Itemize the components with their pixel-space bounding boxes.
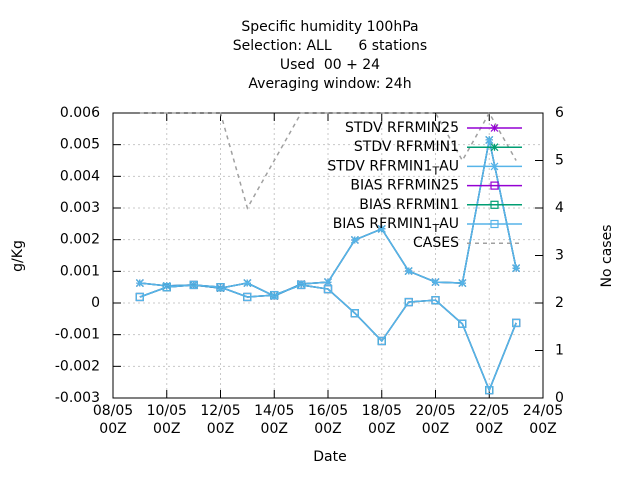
legend-label: BIAS RFRMIN25 <box>350 178 459 194</box>
marker <box>297 280 306 288</box>
x-tick-label: 18/05 00Z <box>361 403 402 437</box>
legend-marker <box>490 219 499 229</box>
marker <box>216 283 225 292</box>
marker <box>404 297 413 307</box>
chart-title: Specific humidity 100hPa <box>241 19 418 35</box>
marker <box>512 264 521 273</box>
marker <box>324 278 332 287</box>
y2-axis-label: No cases <box>599 225 615 288</box>
series-line <box>139 284 517 393</box>
plot-frame <box>112 112 544 399</box>
y-tick-label: -0.002 <box>55 358 100 374</box>
marker <box>512 318 521 328</box>
marker <box>216 284 225 293</box>
marker <box>485 135 494 144</box>
legend-marker <box>490 162 499 171</box>
marker <box>270 290 279 300</box>
marker <box>189 280 198 290</box>
y2-tick-label: 4 <box>555 200 564 216</box>
y-tick-label: -0.003 <box>55 390 100 406</box>
x-tick-label: 12/05 00Z <box>200 403 241 437</box>
y-tick-label: 0.003 <box>60 200 100 216</box>
x-axis-label: Date <box>313 449 346 465</box>
y-tick-label: 0.005 <box>60 137 100 153</box>
y2-tick-label: 3 <box>555 248 564 264</box>
y-tick-label: 0.006 <box>60 105 100 121</box>
marker <box>162 283 171 292</box>
marker <box>377 336 386 346</box>
x-tick-label: 16/05 00Z <box>307 403 349 437</box>
y2-tick-label: 2 <box>555 295 564 311</box>
x-tick-label: 08/05 00Z <box>92 403 134 437</box>
legend-label: STDV RFRMIN1TAU <box>327 158 459 177</box>
marker <box>243 292 252 302</box>
marker <box>135 292 144 302</box>
x-tick-label: 10/05 00Z <box>146 403 187 437</box>
legend-label: STDV RFRMIN25 <box>345 120 459 136</box>
marker <box>350 236 359 244</box>
x-tick-label: 24/05 00Z <box>522 403 564 437</box>
marker <box>350 309 359 318</box>
legend-label: STDV RFRMIN1 <box>354 139 459 155</box>
y2-tick-label: 5 <box>555 153 564 169</box>
y2-tick-label: 6 <box>555 105 564 121</box>
y-axis-label: g/Kg <box>10 240 26 272</box>
y-tick-label: 0.001 <box>60 263 100 279</box>
x-tick-label: 20/05 00Z <box>415 403 456 437</box>
series-line <box>139 111 517 210</box>
x-tick-label: 14/05 00Z <box>254 403 295 437</box>
chart-title: Used 00 + 24 <box>280 57 380 73</box>
chart-title: Selection: ALL 6 stations <box>233 38 427 54</box>
y-tick-label: -0.001 <box>55 327 100 343</box>
y2-tick-label: 0 <box>555 390 564 406</box>
y-tick-label: 0.004 <box>60 168 100 184</box>
chart-title: Averaging window: 24h <box>248 76 411 92</box>
y2-tick-label: 1 <box>555 343 564 359</box>
marker <box>270 292 279 300</box>
marker <box>243 279 252 287</box>
marker <box>458 279 467 287</box>
marker <box>323 284 333 294</box>
marker <box>162 281 171 290</box>
marker <box>431 278 440 287</box>
legend-label: CASES <box>413 235 459 251</box>
y-tick-label: 0 <box>91 295 100 311</box>
legend-marker <box>490 143 499 152</box>
legend-marker <box>490 181 499 190</box>
legend-label: BIAS RFRMIN1 <box>359 197 459 213</box>
x-tick-label: 22/05 00Z <box>469 403 510 437</box>
marker <box>431 296 440 305</box>
marker <box>297 280 306 290</box>
marker <box>458 319 467 328</box>
legend-marker <box>490 200 499 209</box>
legend-marker <box>490 124 499 132</box>
marker <box>404 267 413 275</box>
legend-label: BIAS RFRMIN1TAU <box>333 216 459 235</box>
marker <box>485 385 494 395</box>
y-tick-label: 0.002 <box>60 232 100 248</box>
marker <box>377 224 386 233</box>
marker <box>135 279 144 287</box>
